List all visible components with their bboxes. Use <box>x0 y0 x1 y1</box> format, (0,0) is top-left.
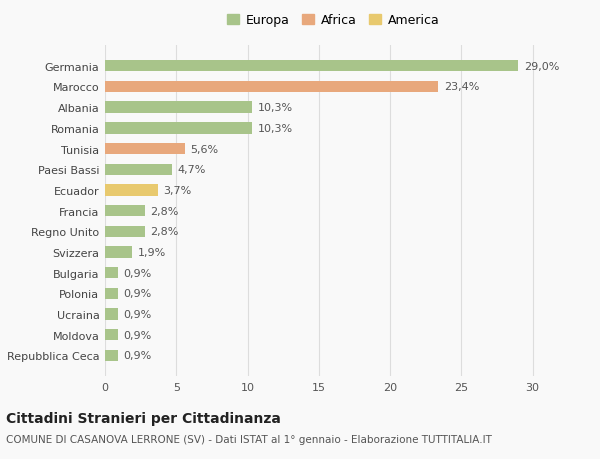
Text: 10,3%: 10,3% <box>257 123 293 134</box>
Text: 29,0%: 29,0% <box>524 62 559 72</box>
Text: 2,8%: 2,8% <box>151 206 179 216</box>
Bar <box>105 61 518 72</box>
Bar <box>105 102 252 113</box>
Bar <box>105 350 118 361</box>
Text: 1,9%: 1,9% <box>138 247 166 257</box>
Text: 4,7%: 4,7% <box>178 165 206 175</box>
Bar <box>105 268 118 279</box>
Bar <box>105 123 252 134</box>
Text: Cittadini Stranieri per Cittadinanza: Cittadini Stranieri per Cittadinanza <box>6 411 281 425</box>
Bar <box>105 309 118 320</box>
Bar <box>105 288 118 299</box>
Text: 0,9%: 0,9% <box>124 289 152 299</box>
Text: 2,8%: 2,8% <box>151 227 179 237</box>
Bar <box>105 330 118 341</box>
Text: 0,9%: 0,9% <box>124 268 152 278</box>
Text: 3,7%: 3,7% <box>163 185 191 196</box>
Bar <box>105 144 185 155</box>
Bar <box>105 164 172 175</box>
Text: 5,6%: 5,6% <box>191 144 218 154</box>
Text: 0,9%: 0,9% <box>124 309 152 319</box>
Bar <box>105 247 132 258</box>
Bar <box>105 226 145 237</box>
Text: 10,3%: 10,3% <box>257 103 293 113</box>
Bar <box>105 206 145 217</box>
Bar <box>105 82 439 93</box>
Text: 23,4%: 23,4% <box>444 82 479 92</box>
Text: COMUNE DI CASANOVA LERRONE (SV) - Dati ISTAT al 1° gennaio - Elaborazione TUTTIT: COMUNE DI CASANOVA LERRONE (SV) - Dati I… <box>6 434 492 444</box>
Text: 0,9%: 0,9% <box>124 330 152 340</box>
Bar <box>105 185 158 196</box>
Text: 0,9%: 0,9% <box>124 351 152 361</box>
Legend: Europa, Africa, America: Europa, Africa, America <box>221 9 445 32</box>
